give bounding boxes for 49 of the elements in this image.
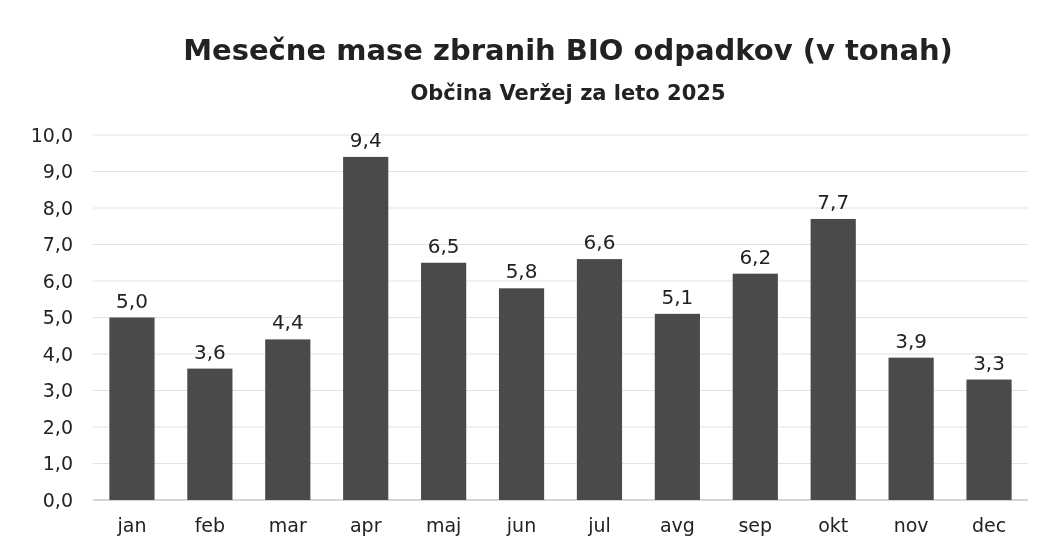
y-tick-label: 2,0 [42,415,73,438]
y-tick-label: 6,0 [42,269,73,292]
x-tick-label: maj [425,514,462,536]
bar [109,317,155,500]
chart-title: Mesečne mase zbranih BIO odpadkov (v tonah) [183,33,953,67]
data-label: 3,9 [895,328,928,353]
x-tick-label: nov [893,514,929,536]
bar [421,262,467,500]
data-label: 6,5 [427,233,460,258]
data-label: 4,4 [271,310,304,335]
y-tick-label: 7,0 [42,233,73,256]
y-tick-label: 3,0 [42,379,73,402]
bar [966,379,1012,500]
data-label: 5,0 [116,288,148,313]
x-tick-label: jun [505,514,537,536]
y-tick-label: 4,0 [42,342,73,365]
x-tick-label: dec [971,514,1007,536]
bar [343,156,389,500]
x-tick-label: feb [194,514,226,536]
x-tick-label: jul [587,514,611,536]
bar [732,273,778,500]
y-tick-label: 9,0 [42,160,73,183]
data-label: 5,8 [505,259,538,284]
bar [265,339,311,500]
data-label: 5,1 [661,284,694,309]
x-tick-label: apr [349,514,382,536]
y-tick-label: 5,0 [42,306,73,329]
y-tick-label: 10,0 [30,123,73,146]
chart-subtitle: Občina Veržej za leto 2025 [410,81,726,105]
y-tick-label: 0,0 [42,488,73,511]
x-tick-label: jan [116,514,147,536]
data-label: 7,7 [817,189,850,214]
bar [810,218,856,500]
bar [498,288,545,500]
y-tick-label: 8,0 [42,196,73,219]
bar [187,368,233,500]
y-tick-label: 1,0 [42,452,73,475]
x-tick-label: sep [738,514,773,536]
data-label: 3,3 [973,350,1005,375]
data-label: 6,6 [583,230,616,255]
bar [654,313,700,500]
data-label: 9,4 [349,127,382,152]
bar [888,357,934,500]
data-label: 3,6 [193,339,226,364]
x-tick-label: avg [659,514,695,536]
data-label: 6,2 [739,244,772,269]
x-tick-label: okt [818,514,849,536]
x-tick-label: mar [268,514,307,536]
bar [576,259,623,500]
